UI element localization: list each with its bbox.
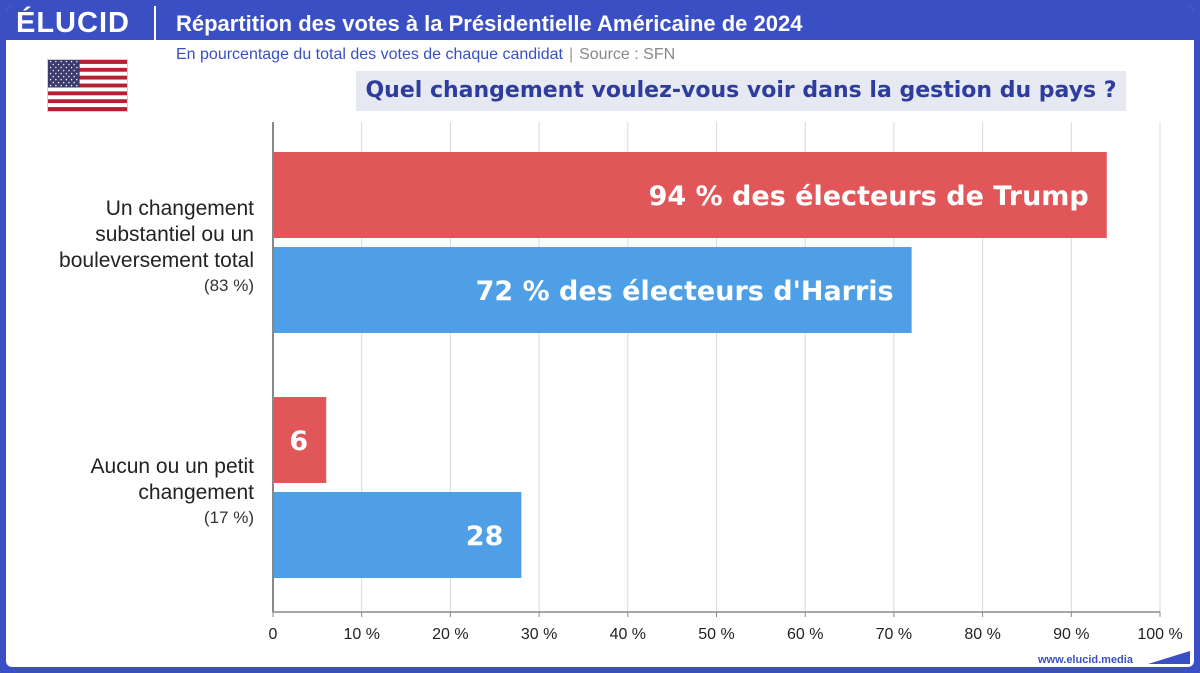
page-title: Répartition des votes à la Présidentiell…	[176, 11, 803, 36]
x-tick-label: 10 %	[343, 626, 379, 643]
x-tick-label: 50 %	[698, 626, 734, 643]
bar-data-label: 94 % des électeurs de Trump	[649, 181, 1089, 212]
elucid-logo: ÉLUCID	[16, 7, 130, 39]
bar	[274, 152, 1107, 238]
category-label-line: changement	[138, 480, 254, 504]
category-label-line: substantiel ou un	[95, 222, 254, 246]
source-label: Source : SFN	[579, 46, 676, 63]
category-share: (83 %)	[203, 275, 254, 295]
bar	[274, 247, 912, 333]
x-tick-label: 30 %	[521, 626, 557, 643]
elucid-mark-icon	[1148, 651, 1190, 664]
category-label-line: Aucun ou un petit	[90, 454, 254, 478]
bar-data-label: 28	[466, 521, 504, 552]
x-tick-label: 20 %	[432, 626, 468, 643]
footer-url[interactable]: www.elucid.media	[1038, 654, 1133, 666]
subtitle-separator: |	[568, 46, 574, 63]
question-banner: Quel changement voulez-vous voir dans la…	[356, 71, 1126, 111]
x-tick-label: 60 %	[787, 626, 823, 643]
category-label: Un changement substantiel ou un bouleverse…	[59, 196, 254, 298]
category-label: Aucun ou un petit changement (17 %)	[91, 454, 254, 530]
bar-chart: 94 % des électeurs de Trump 72 % des élec…	[269, 122, 1183, 643]
chart-frame: ÉLUCID Répartition des votes à la Présid…	[6, 6, 1194, 667]
subtitle: En pourcentage du total des votes de cha…	[176, 46, 675, 64]
bar	[274, 397, 327, 483]
x-tick-label: 100 %	[1137, 626, 1182, 643]
us-flag-icon	[47, 59, 128, 112]
bar	[274, 492, 522, 578]
header-bar: ÉLUCID Répartition des votes à la Présid…	[6, 6, 1194, 46]
x-tick-label: 40 %	[610, 626, 646, 643]
logo-divider	[154, 6, 156, 46]
x-tick-label: 90 %	[1053, 626, 1089, 643]
subtitle-text: En pourcentage du total des votes de cha…	[176, 46, 563, 63]
category-share: (17 %)	[203, 507, 254, 527]
bar-data-label: 72 % des électeurs d'Harris	[476, 276, 894, 307]
bar-data-label: 6	[289, 426, 308, 457]
x-tick-label: 80 %	[964, 626, 1000, 643]
x-tick-label: 0	[269, 626, 278, 643]
category-label-line: bouleversement total	[59, 248, 254, 272]
x-tick-label: 70 %	[876, 626, 912, 643]
category-label-line: Un changement	[105, 196, 254, 220]
